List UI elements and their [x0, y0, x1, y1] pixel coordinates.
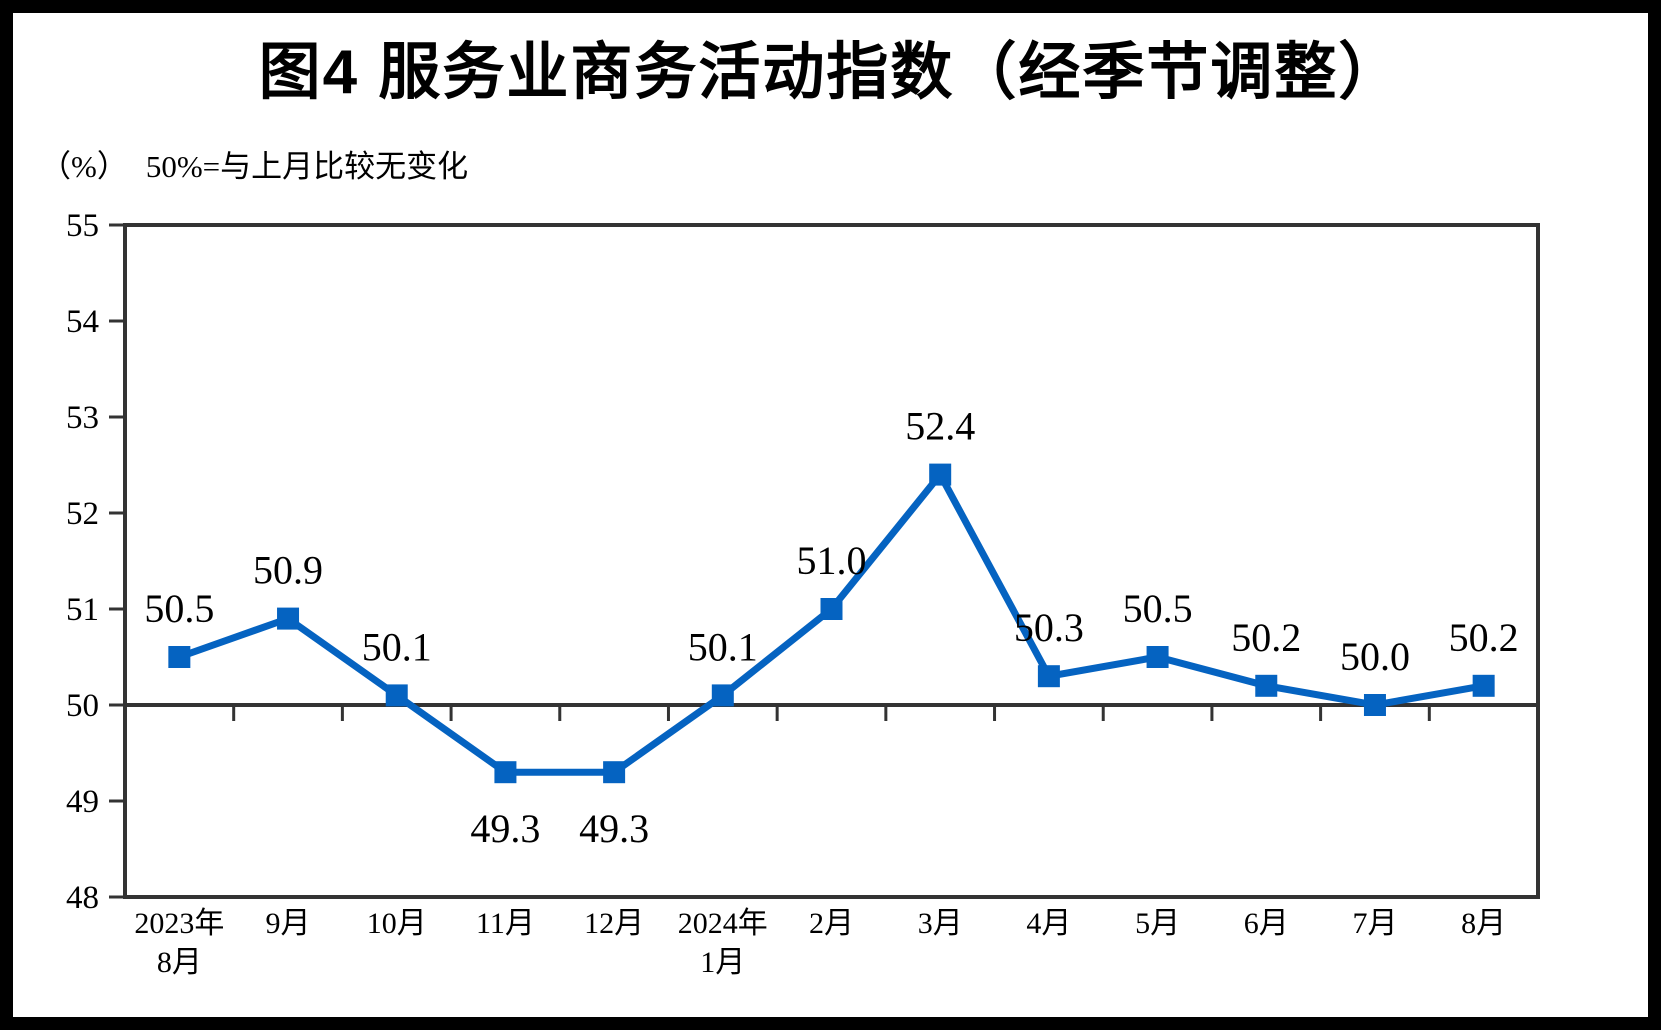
- data-point-marker: [711, 684, 734, 707]
- x-category-label: 10月: [367, 907, 427, 940]
- x-category-label: 2024年 1月: [678, 907, 768, 979]
- data-point-marker: [277, 607, 300, 630]
- y-tick-label: 50: [66, 688, 99, 724]
- y-tick-label: 55: [66, 208, 99, 244]
- baseline-note: 50%=与上月比较无变化: [145, 149, 469, 184]
- data-label: 49.3: [470, 806, 540, 851]
- data-point-marker: [385, 684, 408, 707]
- data-point-marker: [168, 646, 191, 668]
- data-label: 50.1: [362, 624, 432, 669]
- data-label: 50.0: [1340, 634, 1410, 679]
- data-label: 50.2: [1449, 615, 1519, 660]
- y-tick-label: 49: [66, 784, 99, 820]
- data-point-marker: [1363, 694, 1386, 716]
- y-tick-label: 52: [66, 496, 99, 532]
- data-label: 50.2: [1231, 615, 1301, 660]
- data-label: 50.5: [1123, 586, 1193, 631]
- data-label: 50.5: [144, 586, 214, 631]
- data-point-marker: [603, 761, 626, 784]
- data-point-marker: [1037, 665, 1060, 688]
- data-label: 50.1: [688, 624, 758, 669]
- x-category-label: 2月: [809, 907, 854, 940]
- data-label: 49.3: [579, 806, 649, 851]
- plot-frame: [123, 223, 1540, 899]
- data-label: 51.0: [797, 538, 867, 583]
- y-tick-label: 48: [66, 880, 99, 916]
- x-category-label: 2023年 8月: [134, 907, 224, 979]
- data-point-marker: [1472, 674, 1495, 697]
- x-category-label: 3月: [918, 907, 963, 940]
- y-axis-unit-label: （%）: [40, 149, 128, 184]
- x-category-label: 6月: [1244, 907, 1289, 940]
- data-point-marker: [820, 598, 843, 620]
- x-category-label: 12月: [584, 907, 644, 940]
- x-category-label: 7月: [1352, 907, 1397, 940]
- chart-page: 图4 服务业商务活动指数（经季节调整） （%） 50%=与上月比较无变化 48 49…: [13, 13, 1648, 1017]
- x-category-label: 9月: [266, 907, 311, 940]
- data-label: 50.3: [1014, 605, 1084, 650]
- data-point-marker: [1255, 674, 1278, 697]
- x-category-label: 4月: [1026, 907, 1071, 940]
- data-point-marker: [929, 463, 952, 486]
- y-tick-label: 54: [66, 304, 99, 340]
- data-point-marker: [1146, 646, 1169, 668]
- x-category-label: 5月: [1135, 907, 1180, 940]
- chart-subtitle: （%） 50%=与上月比较无变化: [40, 141, 468, 186]
- x-category-label: 8月: [1461, 907, 1506, 940]
- data-label: 52.4: [905, 404, 975, 449]
- line-chart: 48 49 50 51 52 53 54 55 2023年 8月 9月 10月 11月 12月 2024年 1…: [66, 208, 1540, 979]
- chart-title: 图4 服务业商务活动指数（经季节调整）: [258, 38, 1403, 107]
- y-tick-label: 51: [66, 592, 99, 628]
- data-label: 50.9: [253, 548, 323, 593]
- y-tick-label: 53: [66, 400, 99, 436]
- x-category-label: 11月: [476, 907, 535, 940]
- data-point-marker: [494, 761, 517, 784]
